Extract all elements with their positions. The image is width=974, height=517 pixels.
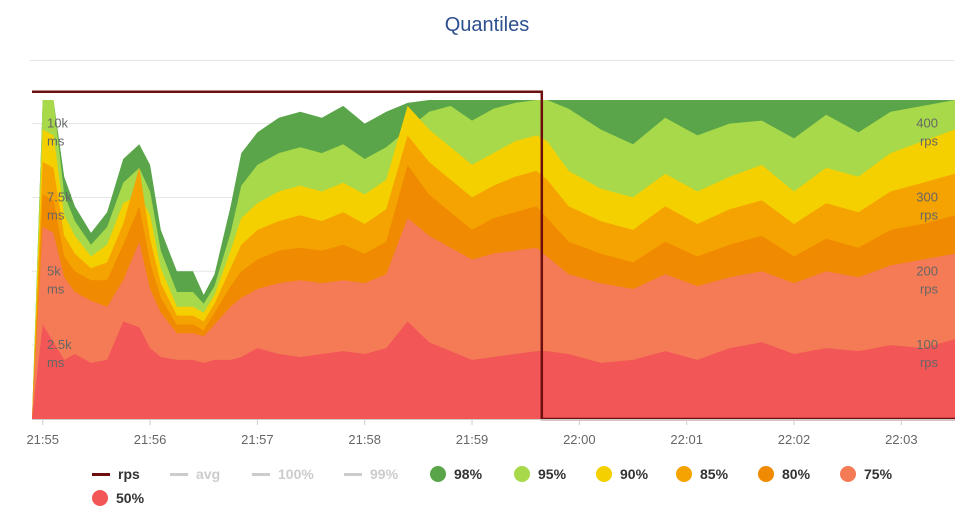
legend-label: 99% — [370, 466, 399, 482]
quantile-areas — [32, 100, 955, 420]
x-tick-label: 21:57 — [241, 432, 274, 447]
legend-symbol — [430, 466, 446, 482]
y-left-tick-unit: ms — [47, 207, 65, 222]
legend-symbol — [676, 466, 692, 482]
legend-label: 50% — [116, 490, 145, 506]
legend-symbol — [344, 472, 362, 476]
legend-label: avg — [196, 466, 221, 482]
y-left-tick-label: 10k — [47, 116, 68, 131]
legend-item-99pct[interactable]: 99% — [344, 466, 398, 482]
x-tick-label: 22:01 — [670, 432, 703, 447]
x-tick-label: 22:00 — [563, 432, 596, 447]
axes: 21:55 21:56 21:57 21:58 21:59 22:00 22:01 22:02… — [26, 116, 955, 447]
legend-label: 98% — [454, 466, 483, 482]
legend-label: 90% — [620, 466, 649, 482]
x-tick-label: 22:03 — [885, 432, 918, 447]
y-right-tick-label: 200 — [916, 263, 938, 278]
legend-symbol — [92, 490, 108, 506]
legend-item-95pct[interactable]: 95% — [514, 466, 566, 482]
quantiles-chart: 21:55 21:56 21:57 21:58 21:59 22:00 22:01 22:02… — [26, 90, 955, 447]
legend-item-80pct[interactable]: 80% — [758, 466, 810, 482]
legend-label: rps — [118, 466, 140, 482]
x-tick-label: 21:59 — [456, 432, 489, 447]
legend-item-98pct[interactable]: 98% — [430, 466, 482, 482]
legend-label: 75% — [864, 466, 893, 482]
legend-label: 80% — [782, 466, 811, 482]
legend-item-rps[interactable]: rps — [92, 466, 140, 482]
legend-label: 95% — [538, 466, 567, 482]
y-right-tick-unit: rps — [920, 355, 939, 370]
legend-symbol — [514, 466, 530, 482]
legend-item-100pct[interactable]: 100% — [252, 466, 314, 482]
legend-symbol — [840, 466, 856, 482]
y-left-tick-unit: ms — [47, 281, 65, 296]
y-right-tick-unit: rps — [920, 207, 939, 222]
legend-item-85pct[interactable]: 85% — [676, 466, 728, 482]
legend-symbol — [92, 472, 110, 476]
y-left-tick-label: 5k — [47, 263, 61, 278]
legend-label: 100% — [278, 466, 314, 482]
y-right-tick-label: 400 — [916, 116, 938, 131]
legend-item-75pct[interactable]: 75% — [840, 466, 892, 482]
y-right-tick-unit: rps — [920, 134, 939, 149]
y-right-tick-label: 300 — [916, 189, 938, 204]
title-divider — [30, 60, 954, 61]
chart-title: Quantiles — [444, 14, 530, 36]
x-tick-label: 21:55 — [26, 432, 59, 447]
x-tick-label: 21:56 — [134, 432, 167, 447]
x-tick-label: 22:02 — [778, 432, 811, 447]
legend-symbol — [252, 472, 270, 476]
legend-item-50pct[interactable]: 50% — [92, 490, 144, 506]
legend-symbol — [596, 466, 612, 482]
legend-label: 85% — [700, 466, 729, 482]
y-right-tick-unit: rps — [920, 281, 939, 296]
area-50pct — [32, 321, 955, 419]
legend-symbol — [170, 472, 188, 476]
legend-symbol — [758, 466, 774, 482]
legend-item-90pct[interactable]: 90% — [596, 466, 648, 482]
y-left-tick-label: 7.5k — [47, 189, 72, 204]
y-left-tick-label: 2.5k — [47, 337, 72, 352]
y-left-tick-unit: ms — [47, 134, 65, 149]
y-right-tick-label: 100 — [916, 337, 938, 352]
legend-item-avg[interactable]: avg — [170, 466, 220, 482]
x-tick-label: 21:58 — [348, 432, 381, 447]
y-left-tick-unit: ms — [47, 355, 65, 370]
